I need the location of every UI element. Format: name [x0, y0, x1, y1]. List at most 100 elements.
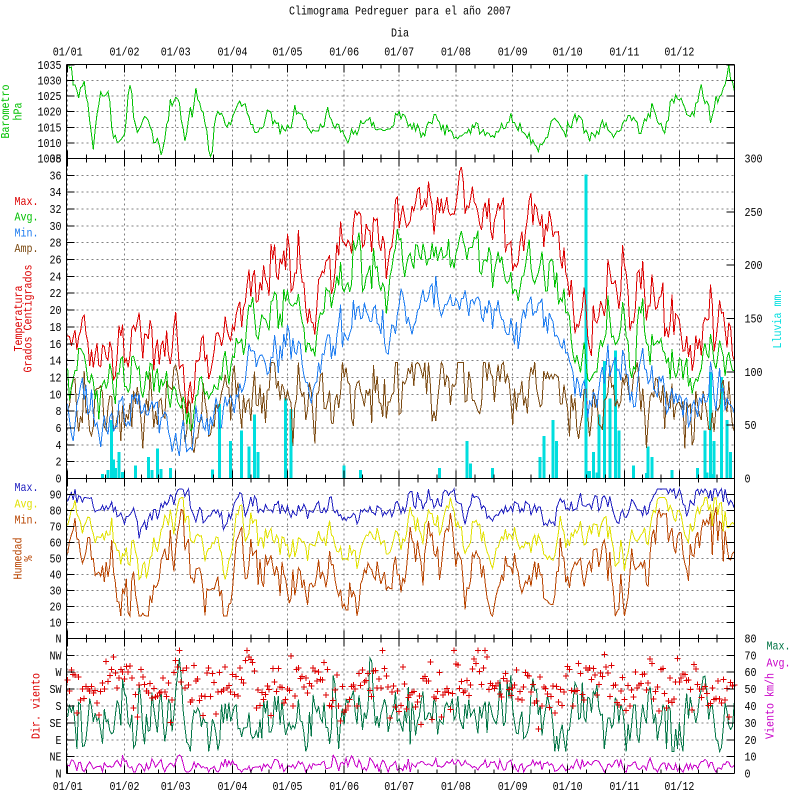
svg-text:01/02: 01/02 [110, 780, 140, 794]
svg-text:0: 0 [745, 473, 751, 487]
svg-text:12: 12 [50, 371, 62, 385]
svg-text:18: 18 [50, 321, 62, 335]
svg-text:E: E [56, 734, 62, 748]
svg-text:01/08: 01/08 [441, 780, 471, 794]
svg-text:40: 40 [50, 569, 62, 583]
svg-text:01/10: 01/10 [553, 46, 583, 60]
svg-text:01/09: 01/09 [498, 46, 528, 60]
svg-text:8: 8 [56, 405, 62, 419]
svg-text:Avg.: Avg. [15, 211, 39, 225]
svg-text:70: 70 [50, 521, 62, 535]
svg-text:Barometro: Barometro [0, 85, 13, 139]
svg-text:10: 10 [745, 751, 757, 765]
svg-text:01/07: 01/07 [384, 46, 414, 60]
svg-text:36: 36 [50, 169, 62, 183]
svg-text:Climograma Pedreguer para el a: Climograma Pedreguer para el año 2007 [289, 5, 511, 19]
svg-text:Avg.: Avg. [15, 498, 39, 512]
svg-text:W: W [56, 666, 63, 680]
svg-text:0: 0 [56, 473, 62, 487]
svg-text:22: 22 [50, 287, 62, 301]
svg-text:01/09: 01/09 [498, 780, 528, 794]
svg-text:Lluvia mm.: Lluvia mm. [771, 289, 785, 349]
svg-text:20: 20 [745, 734, 757, 748]
svg-text:Dia: Dia [391, 27, 409, 41]
svg-text:01/02: 01/02 [110, 46, 140, 60]
svg-text:S: S [56, 700, 62, 714]
svg-text:200: 200 [745, 259, 763, 273]
svg-text:1005: 1005 [38, 153, 62, 167]
svg-text:30: 30 [50, 220, 62, 234]
svg-text:100: 100 [745, 366, 763, 380]
svg-text:01/05: 01/05 [273, 780, 303, 794]
svg-text:01/12: 01/12 [664, 780, 694, 794]
svg-text:NW: NW [50, 649, 63, 663]
svg-text:28: 28 [50, 237, 62, 251]
svg-text:NE: NE [50, 751, 62, 765]
svg-text:01/06: 01/06 [329, 46, 359, 60]
svg-text:30: 30 [50, 585, 62, 599]
svg-text:80: 80 [50, 505, 62, 519]
svg-text:Humedad: Humedad [12, 538, 26, 580]
svg-text:N: N [56, 633, 62, 647]
svg-text:01/10: 01/10 [553, 780, 583, 794]
svg-text:01/06: 01/06 [329, 780, 359, 794]
svg-text:0: 0 [745, 768, 751, 782]
svg-text:SE: SE [50, 717, 62, 731]
svg-text:1035: 1035 [38, 59, 62, 73]
svg-text:N: N [56, 768, 62, 782]
svg-text:01/04: 01/04 [218, 780, 248, 794]
svg-text:50: 50 [745, 419, 757, 433]
svg-text:20: 20 [50, 304, 62, 318]
svg-text:24: 24 [50, 270, 62, 284]
svg-text:150: 150 [745, 313, 763, 327]
svg-text:01/12: 01/12 [664, 46, 694, 60]
svg-text:70: 70 [745, 649, 757, 663]
svg-text:6: 6 [56, 422, 62, 436]
svg-text:10: 10 [50, 388, 62, 402]
svg-text:38: 38 [50, 153, 62, 167]
svg-text:Viento km/h: Viento km/h [764, 673, 778, 739]
svg-text:01/11: 01/11 [609, 46, 639, 60]
svg-text:300: 300 [745, 153, 763, 167]
svg-text:Max.: Max. [15, 195, 39, 209]
svg-text:01/08: 01/08 [441, 46, 471, 60]
svg-text:30: 30 [745, 717, 757, 731]
svg-text:01/04: 01/04 [218, 46, 248, 60]
svg-text:Max.: Max. [15, 481, 39, 495]
svg-text:34: 34 [50, 186, 62, 200]
svg-text:40: 40 [745, 700, 757, 714]
svg-text:26: 26 [50, 254, 62, 268]
svg-text:60: 60 [50, 537, 62, 551]
svg-text:01/05: 01/05 [273, 46, 303, 60]
svg-text:50: 50 [50, 553, 62, 567]
svg-text:1015: 1015 [38, 121, 62, 135]
svg-text:32: 32 [50, 203, 62, 217]
svg-text:16: 16 [50, 338, 62, 352]
svg-text:01/03: 01/03 [161, 780, 191, 794]
svg-text:2: 2 [56, 456, 62, 470]
svg-text:250: 250 [745, 206, 763, 220]
svg-text:Temperatura: Temperatura [12, 286, 26, 352]
svg-text:1030: 1030 [38, 75, 62, 89]
svg-text:Dir. viento: Dir. viento [30, 673, 44, 739]
svg-text:SW: SW [50, 683, 63, 697]
svg-text:1010: 1010 [38, 137, 62, 151]
svg-text:10: 10 [50, 617, 62, 631]
svg-text:Min.: Min. [15, 226, 39, 240]
svg-text:%: % [22, 555, 36, 562]
svg-text:1020: 1020 [38, 106, 62, 120]
svg-text:01/03: 01/03 [161, 46, 191, 60]
svg-text:1025: 1025 [38, 90, 62, 104]
svg-text:01/01: 01/01 [53, 780, 83, 794]
svg-text:01/07: 01/07 [384, 780, 414, 794]
svg-text:14: 14 [50, 355, 62, 369]
svg-text:Max.: Max. [767, 640, 791, 654]
svg-text:Min.: Min. [15, 514, 39, 528]
svg-text:20: 20 [50, 601, 62, 615]
svg-text:Grados Centigrados: Grados Centigrados [22, 265, 36, 373]
svg-text:Avg.: Avg. [767, 657, 791, 671]
svg-text:Amp.: Amp. [15, 242, 39, 256]
svg-text:90: 90 [50, 489, 62, 503]
svg-text:4: 4 [56, 439, 62, 453]
svg-text:hPa: hPa [12, 103, 26, 121]
